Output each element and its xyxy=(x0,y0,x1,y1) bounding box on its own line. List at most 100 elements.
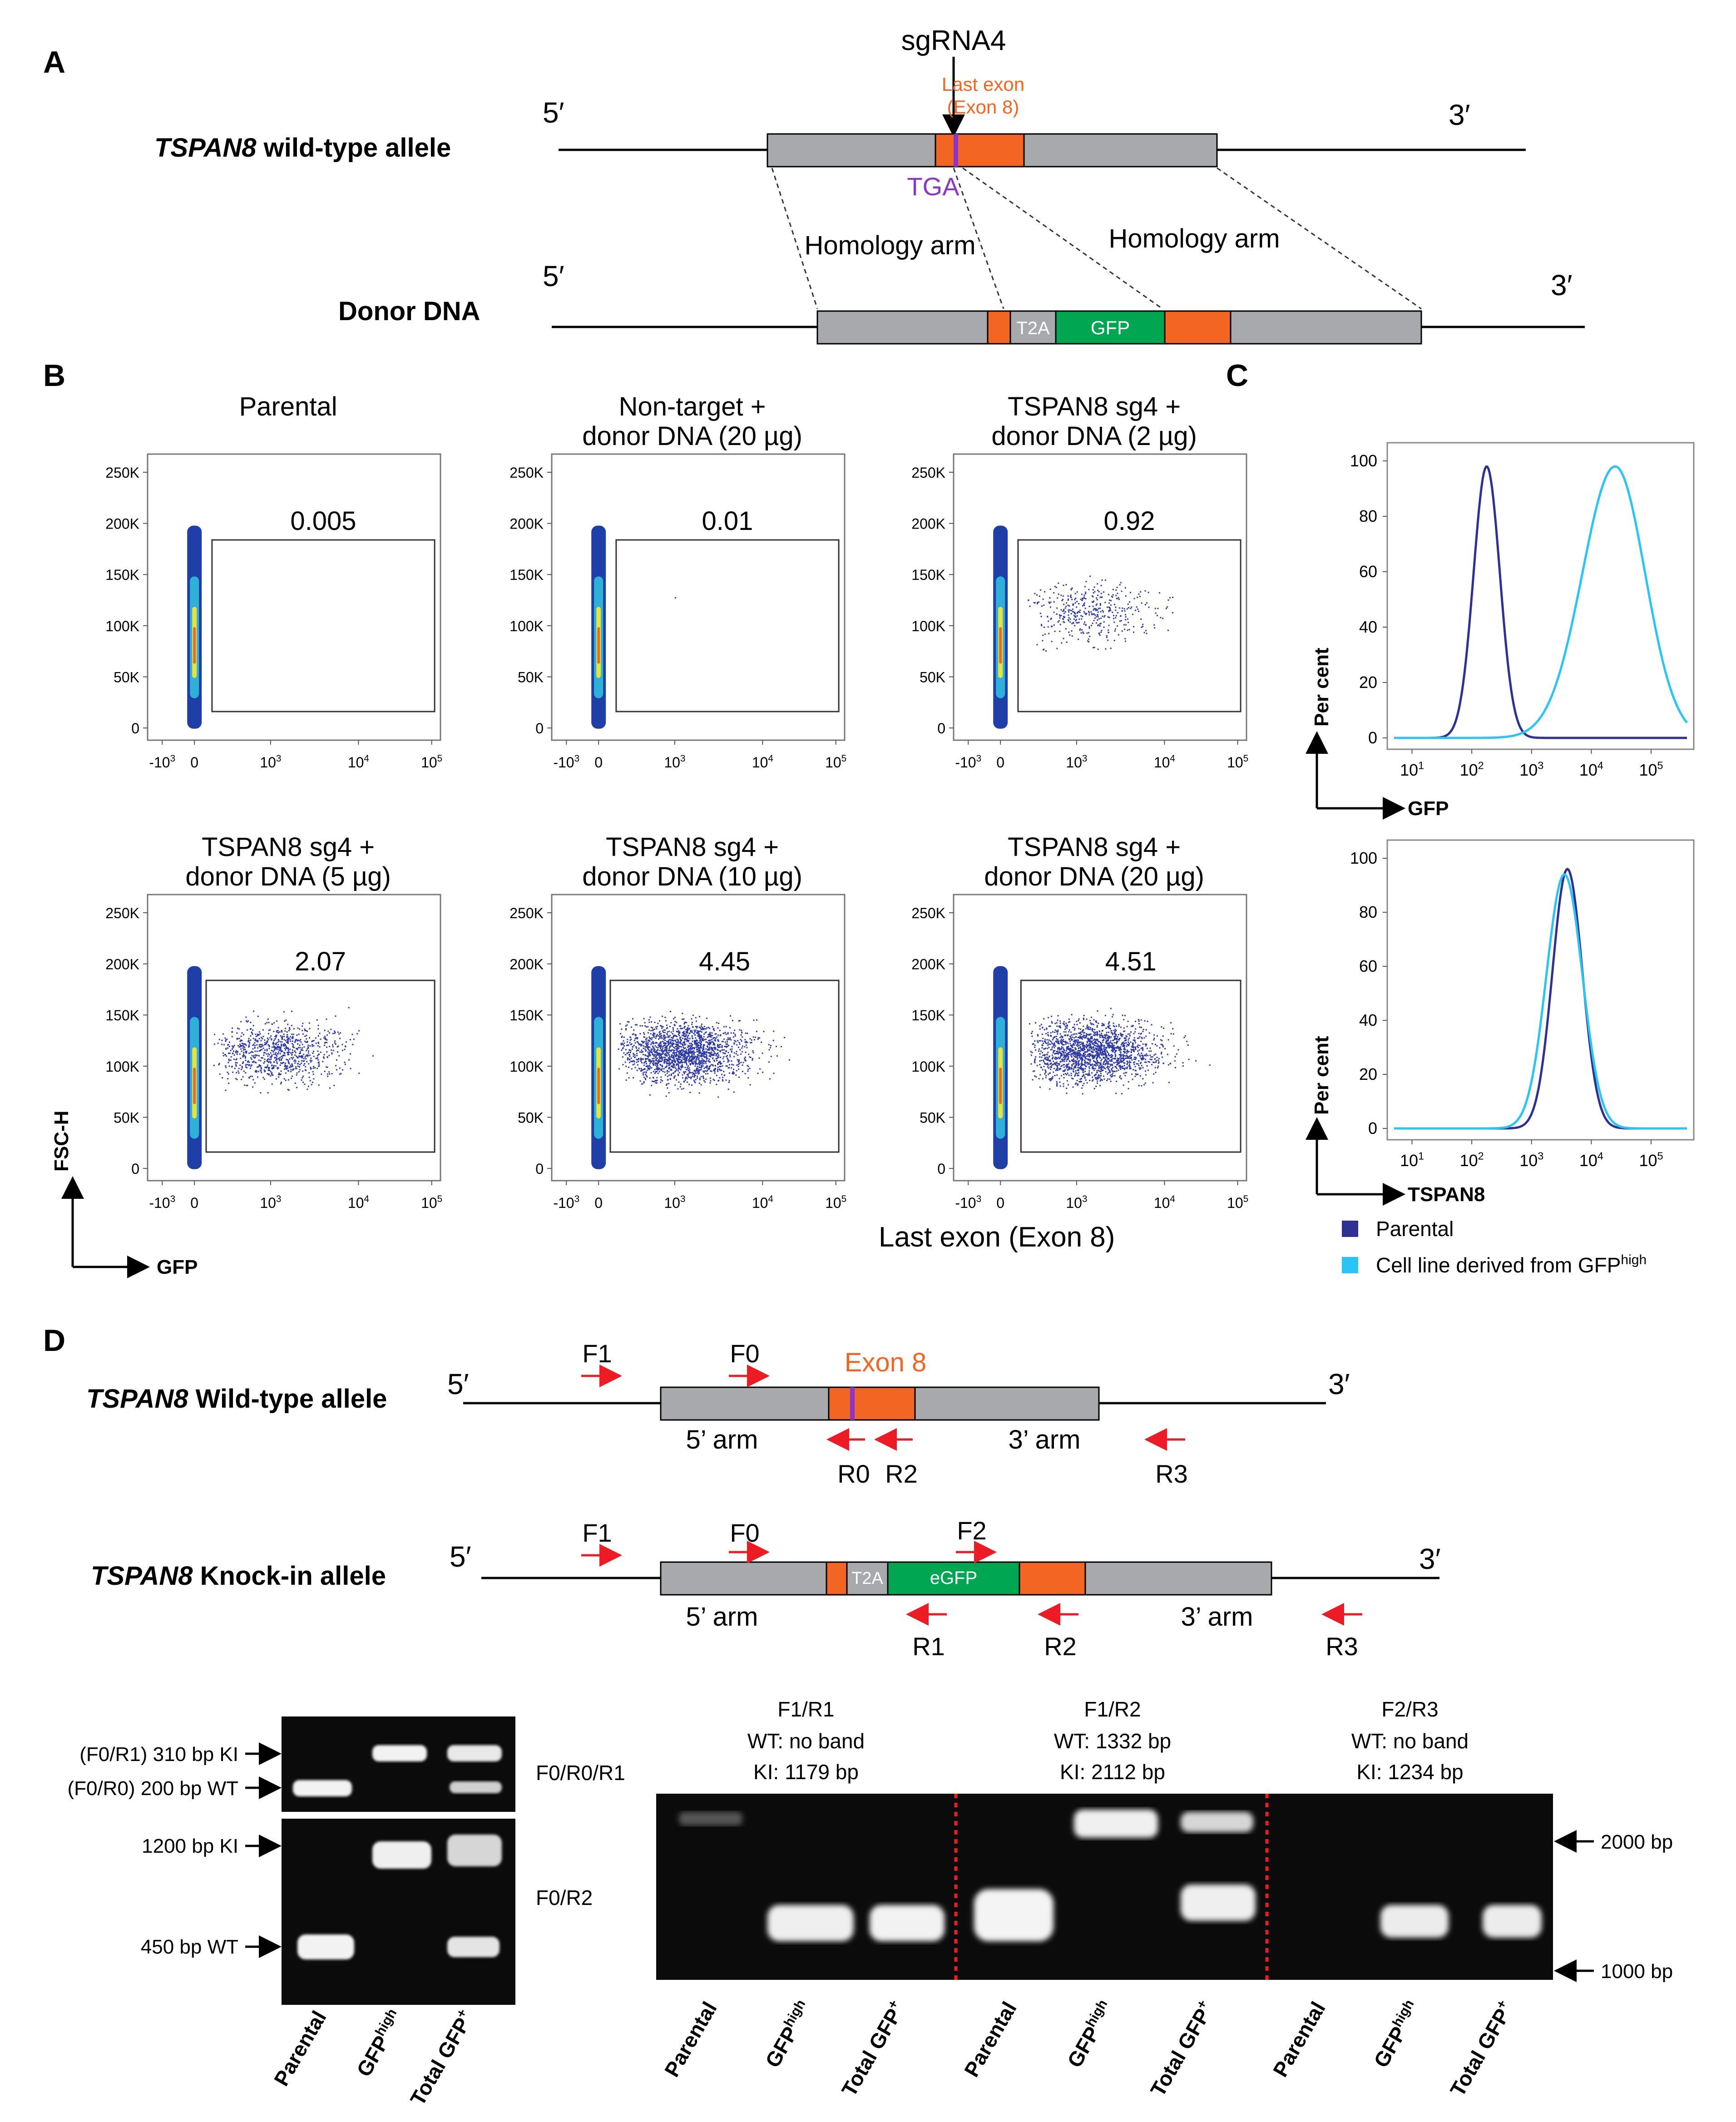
flow-event-dot xyxy=(645,1026,647,1028)
flow-event-dot xyxy=(649,1068,651,1069)
flow-event-dot xyxy=(712,1054,713,1056)
flow-event-dot xyxy=(620,1043,622,1045)
flow-event-dot xyxy=(1131,1046,1133,1048)
flow-event-dot xyxy=(680,1039,682,1041)
flow-event-dot xyxy=(1088,1063,1090,1064)
flow-event-dot xyxy=(284,1030,286,1032)
flow-event-dot xyxy=(1128,1088,1129,1089)
panel-a: A sgRNA4 Last exon (Exon 8) TSPAN8 wild-… xyxy=(43,25,1585,345)
flow-event-dot xyxy=(1127,603,1129,605)
flow-event-dot xyxy=(680,1036,682,1038)
flow-event-dot xyxy=(681,1067,683,1068)
flow-x-tick-label-base: -10 xyxy=(955,1195,976,1211)
flow-event-dot xyxy=(712,1065,714,1067)
flow-event-dot xyxy=(1047,1034,1049,1036)
flow-event-dot xyxy=(326,1046,328,1048)
flow-event-dot xyxy=(687,1067,688,1068)
flow-event-dot xyxy=(1131,1025,1133,1027)
flow-event-dot xyxy=(281,1081,282,1083)
flow-event-dot xyxy=(656,1046,658,1048)
flow-event-dot xyxy=(275,1078,277,1080)
flow-event-dot xyxy=(1063,603,1065,605)
flow-event-dot xyxy=(282,1050,283,1052)
flow-event-dot xyxy=(1062,1047,1064,1049)
flow-event-dot xyxy=(1126,1054,1128,1056)
flow-event-dot xyxy=(1090,611,1092,613)
flow-event-dot xyxy=(317,1055,319,1057)
flow-event-dot xyxy=(733,1073,735,1075)
flow-event-dot xyxy=(291,1065,293,1067)
flow-x-tick-label-base: -10 xyxy=(149,1195,170,1211)
flow-event-dot xyxy=(705,1078,707,1080)
flow-event-dot xyxy=(259,1066,261,1068)
flow-event-dot xyxy=(1079,609,1081,611)
wt-exon8-box xyxy=(935,133,1025,168)
flow-event-dot xyxy=(666,1028,668,1029)
flow-event-dot xyxy=(621,1028,623,1030)
flow-event-dot xyxy=(681,1062,683,1063)
flow-event-dot xyxy=(681,1064,683,1066)
flow-event-dot xyxy=(1069,621,1071,623)
flow-gate-value: 0.01 xyxy=(702,506,753,536)
flow-event-dot xyxy=(1094,1047,1096,1049)
flow-event-dot xyxy=(1113,1039,1115,1040)
flow-event-dot xyxy=(241,1040,243,1042)
flow-event-dot xyxy=(1120,582,1122,584)
flow-event-dot xyxy=(1078,1052,1080,1054)
flow-event-dot xyxy=(648,1043,649,1045)
flow-event-dot xyxy=(1128,1056,1130,1058)
flow-event-dot xyxy=(1088,1068,1090,1069)
flow-event-dot xyxy=(1063,616,1064,618)
flow-event-dot xyxy=(727,1055,728,1057)
flow-event-dot xyxy=(688,1052,690,1054)
flow-event-dot xyxy=(1048,1025,1050,1027)
flow-event-dot xyxy=(695,1042,697,1044)
flow-event-dot xyxy=(267,1044,269,1046)
flow-event-dot xyxy=(237,1070,239,1072)
flow-event-dot xyxy=(1070,589,1072,590)
flow-event-dot xyxy=(736,1051,737,1053)
flow-event-dot xyxy=(674,1017,676,1019)
flow-event-dot xyxy=(644,1054,646,1056)
flow-event-dot xyxy=(1043,604,1045,606)
flow-event-dot xyxy=(713,1060,715,1062)
flow-event-dot xyxy=(287,1060,289,1062)
flow-event-dot xyxy=(633,1060,635,1062)
flow-event-dot xyxy=(690,1029,692,1031)
flow-event-dot xyxy=(700,1065,702,1067)
flow-event-dot xyxy=(299,1064,301,1066)
flow-event-dot xyxy=(1091,1023,1093,1025)
flow-event-dot xyxy=(1147,1054,1149,1056)
flow-event-dot xyxy=(668,1057,669,1059)
flow-event-dot xyxy=(1063,621,1065,623)
flow-event-dot xyxy=(1073,615,1075,617)
flow-event-dot xyxy=(234,1068,236,1069)
flow-event-dot xyxy=(1159,1047,1161,1049)
flow-event-dot xyxy=(654,1073,656,1074)
flow-event-dot xyxy=(242,1049,244,1051)
flow-event-dot xyxy=(298,1060,300,1062)
flow-event-dot xyxy=(1079,1078,1081,1080)
wt-tga-marker xyxy=(954,134,958,167)
flow-event-dot xyxy=(1075,1039,1077,1041)
flow-event-dot xyxy=(1106,606,1108,608)
flow-event-dot xyxy=(1093,1069,1095,1071)
flow-event-dot xyxy=(1081,618,1083,620)
flow-event-dot xyxy=(699,1049,701,1050)
flow-event-dot xyxy=(1061,600,1063,602)
flow-event-dot xyxy=(692,1047,694,1049)
flow-event-dot xyxy=(699,1063,701,1065)
flow-event-dot xyxy=(659,1037,661,1039)
flow-event-dot xyxy=(223,1033,224,1035)
flow-event-dot xyxy=(349,1039,351,1040)
flow-event-dot xyxy=(261,1072,262,1073)
flow-event-dot xyxy=(1104,602,1106,603)
flow-event-dot xyxy=(653,1036,655,1038)
flow-event-dot xyxy=(638,1058,640,1059)
flow-event-dot xyxy=(687,1036,688,1038)
flow-event-dot xyxy=(684,1050,686,1052)
flow-event-dot xyxy=(231,1048,233,1050)
flow-event-dot xyxy=(1064,611,1066,613)
flow-event-dot xyxy=(1146,633,1147,634)
flow-event-dot xyxy=(1112,612,1113,613)
